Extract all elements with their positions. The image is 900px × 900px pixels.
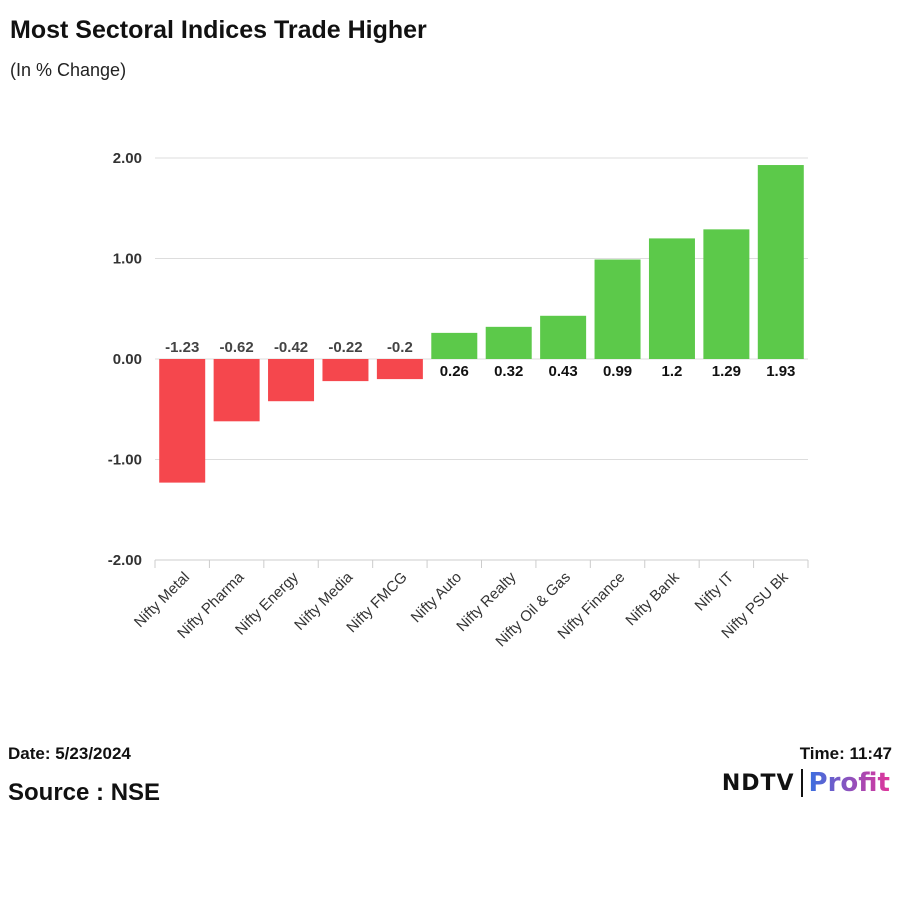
y-tick-label: -1.00 — [108, 452, 142, 469]
y-tick-label: -2.00 — [108, 552, 142, 569]
y-tick-label: 1.00 — [113, 251, 142, 268]
x-tick-label: Nifty Auto — [408, 569, 465, 626]
data-label: -0.22 — [328, 339, 362, 356]
y-tick-label: 0.00 — [113, 351, 142, 368]
x-tick-label: Nifty IT — [692, 569, 738, 615]
bar — [648, 238, 695, 359]
bar — [322, 359, 369, 382]
bar — [213, 359, 260, 422]
data-label: -0.62 — [220, 339, 254, 356]
data-label: 1.93 — [766, 363, 795, 380]
bar — [431, 332, 478, 359]
data-label: 0.26 — [440, 363, 469, 380]
source-label: Source : NSE — [8, 779, 161, 806]
x-tick-label: Nifty Bank — [622, 568, 683, 629]
time-label: Time: 11:47 — [799, 744, 892, 763]
bar — [485, 326, 532, 359]
logo-profit-text: Profit — [808, 768, 890, 798]
data-label: -1.23 — [165, 339, 199, 356]
data-label: 0.43 — [549, 363, 578, 380]
bar — [757, 165, 804, 359]
data-label: 0.99 — [603, 363, 632, 380]
bar — [159, 359, 206, 483]
bar — [376, 359, 423, 380]
logo-ndtv-text: NDTV — [721, 770, 795, 796]
chart-title: Most Sectoral Indices Trade Higher — [10, 16, 427, 44]
ndtv-profit-logo: NDTV Profit — [722, 766, 890, 800]
bar — [268, 359, 315, 402]
date-label: Date: 5/23/2024 — [8, 744, 131, 763]
data-label: -0.2 — [387, 339, 413, 356]
data-label: 0.32 — [494, 363, 523, 380]
y-tick-label: 2.00 — [113, 150, 142, 167]
data-label: 1.2 — [662, 363, 683, 380]
logo-separator — [800, 769, 803, 797]
data-label: -0.42 — [274, 339, 308, 356]
data-label: 1.29 — [712, 363, 741, 380]
bar — [594, 259, 641, 359]
chart-subtitle: (In % Change) — [10, 60, 127, 80]
bar — [703, 229, 750, 359]
bar — [540, 315, 587, 359]
